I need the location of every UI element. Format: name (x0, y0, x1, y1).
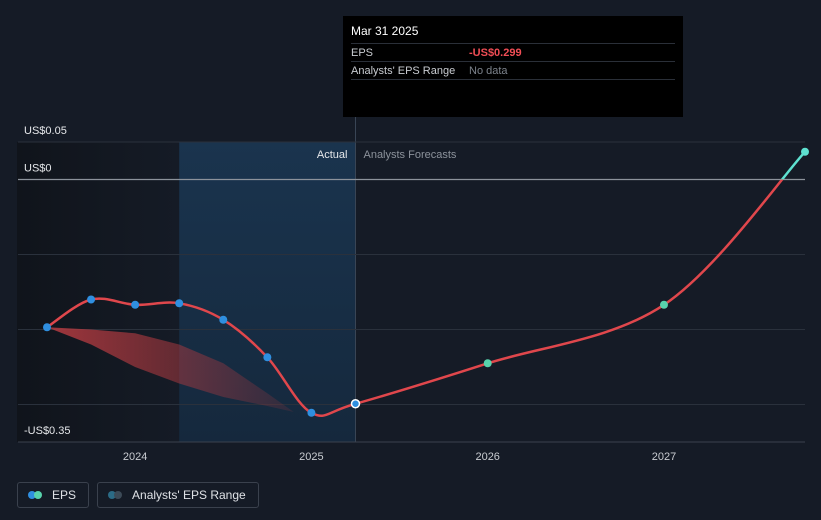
eps-point-6 (307, 408, 316, 417)
legend-eps-button[interactable]: EPS (17, 482, 90, 508)
eps-legend-icon (28, 491, 44, 499)
y-label-0: US$0.05 (24, 125, 67, 137)
legend-range-button[interactable]: Analysts' EPS Range (97, 482, 259, 508)
x-tick-2025: 2025 (299, 451, 323, 463)
tooltip-range-label: Analysts' EPS Range (351, 64, 456, 77)
tooltip-date: Mar 31 2025 (351, 24, 419, 38)
x-tick-2024: 2024 (123, 451, 147, 463)
eps-point-1 (87, 295, 96, 304)
tooltip-eps-row: EPS -US$0.299 (351, 43, 675, 61)
tooltip-eps-label: EPS (351, 46, 374, 59)
eps-point-4 (219, 315, 228, 324)
x-tick-2027: 2027 (652, 451, 676, 463)
legend-range-label: Analysts' EPS Range (132, 488, 246, 502)
eps-point-9 (659, 300, 668, 309)
tooltip-range-row: Analysts' EPS Range No data (351, 61, 675, 80)
eps-point-5 (263, 353, 272, 362)
legend-eps-label: EPS (52, 488, 77, 502)
y-label-2: -US$0.35 (24, 425, 70, 437)
eps-point-7 (350, 399, 361, 409)
forecast-label: Analysts Forecasts (363, 149, 456, 161)
tooltip-range-value: No data (469, 64, 508, 77)
eps-point-2 (131, 300, 140, 309)
x-tick-2026: 2026 (475, 451, 499, 463)
past-shade (17, 142, 180, 442)
eps-point-10 (801, 147, 809, 156)
range-legend-icon (108, 491, 124, 499)
eps-point-8 (483, 359, 492, 368)
y-label-1: US$0 (24, 163, 52, 175)
eps-tooltip: Mar 31 2025 EPS -US$0.299 Analysts' EPS … (343, 16, 683, 117)
chart-legend: EPS Analysts' EPS Range (17, 482, 259, 508)
eps-range-area (47, 327, 294, 412)
actual-label: Actual (317, 149, 348, 161)
eps-point-0 (43, 323, 51, 332)
tooltip-eps-value: -US$0.299 (469, 46, 522, 59)
eps-point-3 (175, 299, 184, 308)
